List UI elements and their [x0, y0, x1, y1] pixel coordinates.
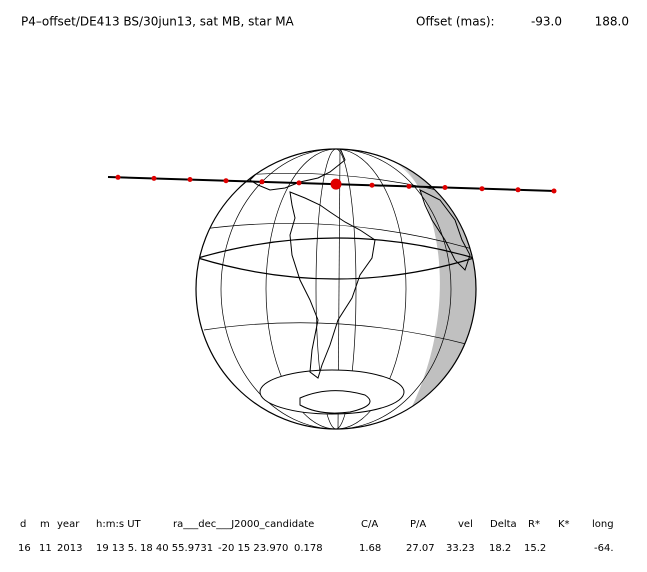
table-cell: 33.23 [446, 543, 475, 554]
column-header: year [57, 519, 80, 530]
offset-label: Offset (mas): [416, 15, 495, 29]
table-cell: -64. [594, 543, 614, 554]
coastlines [249, 149, 471, 414]
table-cell: 1.68 [359, 543, 381, 554]
globe [195, 148, 477, 430]
title: P4–offset/DE413 BS/30jun13, sat MB, star… [21, 15, 295, 29]
table-cell: 18 40 55.9731 [140, 543, 213, 554]
night-shade [398, 150, 476, 420]
column-header: C/A [361, 519, 378, 530]
table-cell: 15.2 [524, 543, 546, 554]
polar-circle [259, 369, 405, 415]
table-cell: 0.178 [294, 543, 323, 554]
column-header: Delta [490, 519, 517, 530]
offset-value: -93.0 [531, 15, 562, 29]
table-cell: 27.07 [406, 543, 435, 554]
latitude-line [197, 237, 475, 280]
column-header: ra___dec___J2000_candidate [173, 519, 314, 530]
column-header: vel [458, 519, 473, 530]
column-header: m [40, 519, 50, 530]
column-header: h:m:s UT [96, 519, 142, 530]
table-cell: 11 [39, 543, 52, 554]
column-header: P/A [410, 519, 426, 530]
table-cell: 19 13 5. [96, 543, 137, 554]
column-header: d [20, 519, 26, 530]
table-cell: 2013 [57, 543, 82, 554]
column-header: R* [528, 519, 540, 530]
column-header: long [592, 519, 614, 530]
offset-value: 188.0 [595, 15, 629, 29]
circumstances-table: d m year h:m:s UT ra___dec___J2000_candidate… [18, 519, 614, 554]
occultation-track [107, 174, 557, 194]
table-cell: 18.2 [489, 543, 511, 554]
table-cell: -20 15 23.970 [218, 543, 288, 554]
closest-approach [330, 178, 342, 190]
table-cell: 16 [18, 543, 31, 554]
column-header: K* [558, 519, 570, 530]
